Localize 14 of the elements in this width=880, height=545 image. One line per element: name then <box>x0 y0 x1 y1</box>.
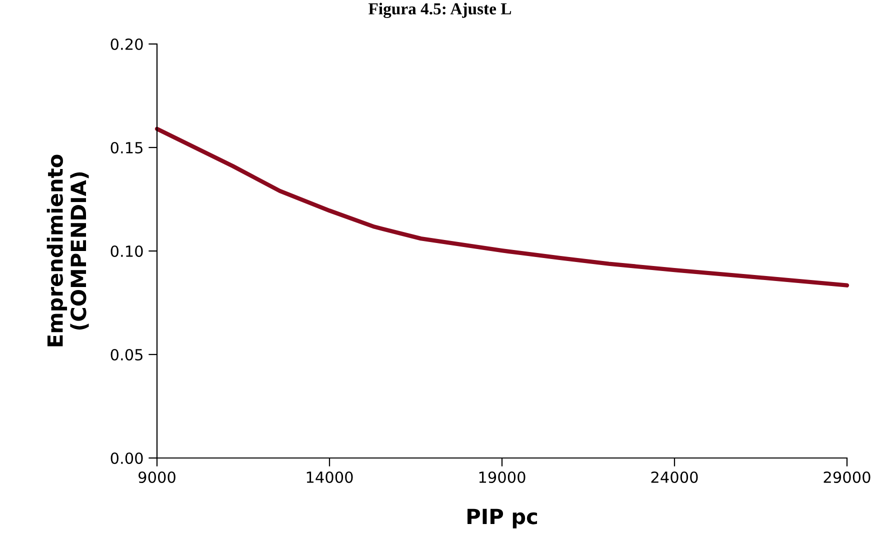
x-tick-label: 14000 <box>306 471 353 484</box>
y-tick-label: 0.15 <box>110 142 142 154</box>
x-tick-label: 24000 <box>651 471 698 484</box>
x-tick-label: 19000 <box>479 471 526 484</box>
chart-title: Figura 4.5: Ajuste L <box>368 2 512 18</box>
x-axis-title: PIP pc <box>468 508 538 528</box>
y-axis-title: Emprendimiento (COMPENDIA) <box>46 154 89 346</box>
x-tick-label: 9000 <box>138 471 176 484</box>
y-tick-label: 0.20 <box>110 38 143 50</box>
y-tick-label: 0.00 <box>110 452 143 464</box>
x-tick-label: 29000 <box>824 471 870 484</box>
line-series <box>154 126 850 288</box>
y-tick-label: 0.10 <box>110 245 143 258</box>
y-tick-label: 0.05 <box>110 348 142 361</box>
